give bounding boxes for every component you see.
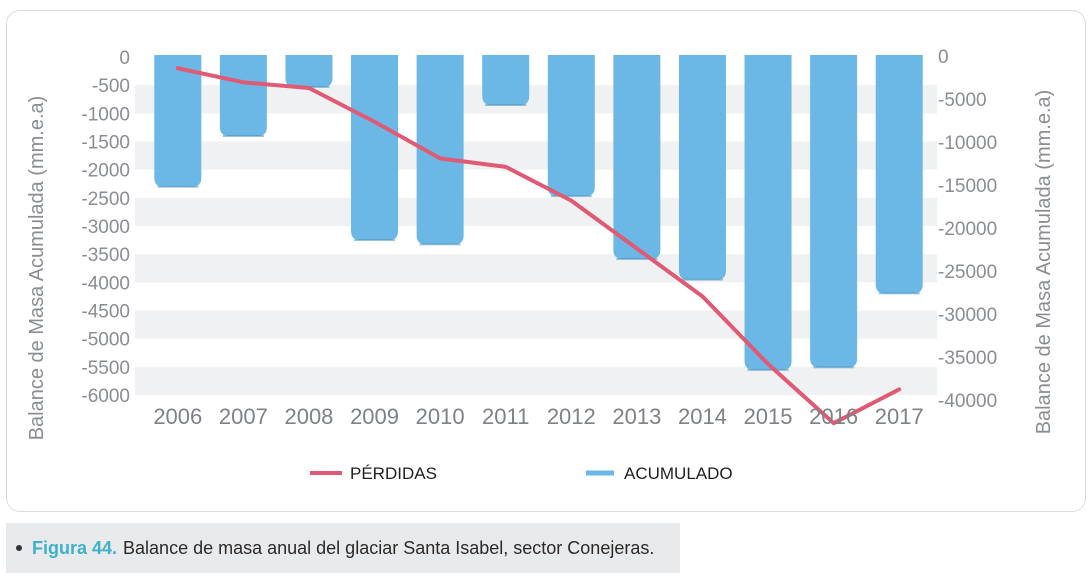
bar-2017 (875, 55, 923, 294)
grid-band (135, 366, 937, 395)
x-tick-label: 2016 (809, 404, 858, 429)
x-tick-label: 2007 (219, 404, 268, 429)
left-tick-label: -1500 (81, 133, 130, 154)
bar-shadow (681, 278, 723, 281)
bar-shadow (878, 292, 920, 295)
left-tick-label: -4000 (81, 273, 130, 294)
right-tick-label: -20000 (938, 219, 997, 240)
left-tick-label: -2500 (81, 189, 130, 210)
right-tick-label: -25000 (938, 262, 997, 283)
right-tick-label: -15000 (938, 176, 997, 197)
legend: PÉRDIDAS ACUMULADO (310, 464, 733, 483)
left-tick-label: -2000 (81, 161, 130, 182)
left-axis-ticks: 0 -500 -1000 -1500 -2000 -2500 -3000 -3500 -4000… (81, 48, 130, 407)
grid-band (135, 141, 937, 170)
right-tick-label: -30000 (938, 305, 997, 326)
left-tick-label: -1000 (81, 104, 130, 125)
bar-2009 (351, 55, 399, 241)
x-tick-label: 2011 (482, 404, 529, 429)
x-tick-label: 2008 (284, 404, 333, 429)
bar-2013 (613, 55, 661, 259)
grid-band (135, 310, 937, 339)
left-tick-label: -3000 (81, 217, 130, 238)
x-tick-label: 2010 (416, 404, 465, 429)
right-tick-label: -40000 (938, 391, 997, 412)
bar-shadow (419, 243, 461, 246)
grid-band (135, 254, 937, 283)
bar-shadow (813, 366, 855, 369)
left-axis-title: Balance de Masa Acumulada (mm.e.a) (26, 96, 48, 441)
bar-shadow (550, 195, 592, 198)
bar-shadow (616, 257, 658, 260)
x-axis-labels: 2006 2007 2008 2009 2010 2011 2012 2013 2014 2015… (153, 404, 923, 429)
right-tick-label: -35000 (938, 348, 997, 369)
legend-label-accumulated: ACUMULADO (624, 464, 733, 483)
left-tick-label: -500 (92, 76, 130, 97)
background-bands (135, 85, 937, 395)
losses-line-layer (175, 66, 902, 426)
right-axis-title: Balance de Masa Acumulada (mm.e.a) (1033, 90, 1055, 435)
right-axis-ticks: 0 -5000 -10000 -15000 -20000 -25000 -30000 -350… (938, 47, 997, 412)
bar-shadow (157, 185, 199, 188)
x-tick-label: 2009 (350, 404, 399, 429)
losses-line (175, 66, 902, 426)
bar-shadow (354, 239, 396, 242)
x-tick-label: 2015 (744, 404, 793, 429)
left-tick-label: -5000 (81, 330, 130, 351)
left-tick-label: -3500 (81, 245, 130, 266)
left-tick-label: -5500 (81, 358, 130, 379)
x-tick-label: 2013 (612, 404, 661, 429)
bar-shadow (222, 134, 264, 137)
grid-band (135, 85, 937, 114)
legend-label-losses: PÉRDIDAS (350, 464, 437, 483)
x-tick-label: 2012 (547, 404, 596, 429)
bar-2012 (547, 55, 595, 197)
bar-2010 (416, 55, 464, 245)
bar-shadow (747, 368, 789, 371)
left-tick-label: -4500 (81, 302, 130, 323)
bullet-icon (16, 545, 22, 551)
bar-2014 (678, 55, 726, 280)
bar-2006 (154, 55, 202, 187)
x-tick-label: 2017 (875, 404, 924, 429)
accumulated-bars (154, 55, 923, 371)
figure-caption-text: Balance de masa anual del glaciar Santa … (123, 537, 655, 558)
bar-shadow (485, 104, 527, 107)
bar-2011 (482, 55, 530, 106)
right-tick-label: -5000 (938, 90, 987, 111)
left-tick-label: 0 (119, 48, 130, 69)
bar-2008 (285, 55, 333, 87)
x-tick-label: 2014 (678, 404, 727, 429)
grid-band (135, 197, 937, 226)
right-tick-label: 0 (938, 47, 949, 68)
bar-2007 (219, 55, 267, 136)
bar-2016 (810, 55, 858, 368)
x-tick-label: 2006 (153, 404, 202, 429)
left-tick-label: -6000 (81, 386, 130, 407)
right-tick-label: -10000 (938, 133, 997, 154)
bar-2015 (744, 55, 792, 370)
figure-label: Figura 44. (32, 537, 118, 558)
chart: 0 -500 -1000 -1500 -2000 -2500 -3000 -3500 -4000… (26, 47, 1055, 483)
figure-caption: Figura 44. Balance de masa anual del gla… (6, 523, 680, 573)
